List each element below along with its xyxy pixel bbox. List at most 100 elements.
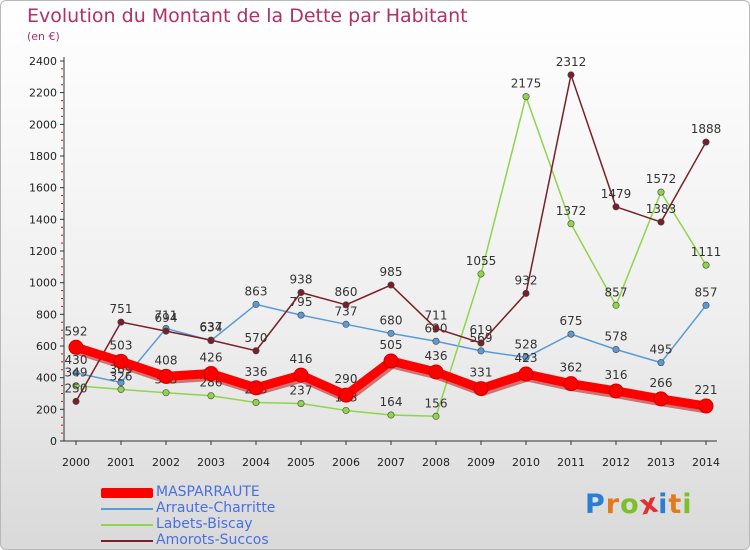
y-tick-label: 2000	[29, 118, 57, 131]
x-tick-label: 2012	[602, 456, 630, 469]
data-point	[522, 289, 530, 297]
data-label: 711	[155, 308, 178, 322]
chart-legend: MASPARRAUTE Arraute-Charritte Labets-Bisca…	[101, 485, 361, 549]
x-tick-label: 2001	[107, 456, 135, 469]
data-label: 528	[515, 337, 538, 351]
data-point	[342, 320, 350, 328]
data-point	[428, 364, 444, 380]
data-point	[657, 218, 665, 226]
data-label: 326	[110, 369, 133, 383]
data-point	[608, 383, 624, 399]
data-point	[293, 367, 309, 383]
x-tick-label: 2004	[242, 456, 270, 469]
data-label: 1383	[646, 202, 677, 216]
y-tick-label: 200	[36, 403, 57, 416]
data-label: 331	[470, 366, 493, 380]
data-point	[473, 381, 489, 397]
legend-item: MASPARRAUTE	[101, 485, 361, 501]
data-label: 505	[380, 338, 403, 352]
x-tick-label: 2002	[152, 456, 180, 469]
data-point	[207, 392, 215, 400]
data-label: 436	[425, 349, 448, 363]
legend-swatch	[101, 488, 153, 498]
data-point	[432, 337, 440, 345]
data-point	[383, 353, 399, 369]
data-point	[522, 353, 530, 361]
data-point	[567, 71, 575, 79]
x-tick-label: 2010	[512, 456, 540, 469]
data-label: 426	[200, 351, 223, 365]
data-label: 694	[155, 311, 178, 325]
data-point	[252, 399, 260, 407]
series-masparraute: 592 503 408 426 336 416 290 505 436 331 423 362 316 2…	[65, 324, 717, 414]
y-tick-label: 600	[36, 340, 57, 353]
x-tick-label: 2008	[422, 456, 450, 469]
data-point	[297, 311, 305, 319]
data-point	[432, 324, 440, 332]
legend-item: Arraute-Charritte	[101, 501, 361, 517]
data-label: 737	[335, 304, 358, 318]
data-point	[563, 376, 579, 392]
legend-label: Amorots-Succos	[156, 532, 269, 548]
data-label: 423	[515, 351, 538, 365]
data-label: 250	[65, 381, 88, 395]
x-tick-label: 2006	[332, 456, 360, 469]
series-arraute-charritte: 4303697116348637957376806305695286755784…	[65, 284, 717, 387]
y-tick-label: 1000	[29, 277, 57, 290]
data-label: 290	[335, 372, 358, 386]
data-point	[117, 318, 125, 326]
data-point	[567, 220, 575, 228]
data-label: 408	[155, 353, 178, 367]
data-label: 637	[200, 320, 223, 334]
data-point	[518, 366, 534, 382]
data-label: 675	[560, 314, 583, 328]
data-point	[387, 329, 395, 337]
data-point	[117, 379, 125, 387]
chart-subtitle: (en €)	[27, 30, 60, 43]
data-point	[702, 261, 710, 269]
data-point	[72, 397, 80, 405]
logo-letter: P	[585, 489, 606, 520]
data-point	[612, 203, 620, 211]
data-label: 266	[650, 376, 673, 390]
data-label: 857	[605, 285, 628, 299]
y-tick-label: 1600	[29, 182, 57, 195]
logo-letter: o	[620, 489, 640, 520]
data-point	[162, 327, 170, 335]
data-point	[207, 336, 215, 344]
data-point	[338, 387, 354, 403]
data-label: 680	[380, 313, 403, 327]
data-point	[72, 369, 80, 377]
x-tick-label: 2003	[197, 456, 225, 469]
x-tick-label: 2009	[467, 456, 495, 469]
legend-label: MASPARRAUTE	[156, 484, 260, 500]
data-point	[117, 385, 125, 393]
data-label: 634	[200, 321, 223, 335]
data-label: 316	[605, 368, 628, 382]
data-point	[477, 347, 485, 355]
data-label: 1372	[556, 204, 587, 218]
data-label: 336	[245, 365, 268, 379]
data-label: 932	[515, 273, 538, 287]
data-label: 495	[650, 343, 673, 357]
x-tick-label: 2007	[377, 456, 405, 469]
data-point	[113, 353, 129, 369]
x-tick-label: 2013	[647, 456, 675, 469]
data-point	[68, 339, 84, 355]
data-label: 1572	[646, 172, 677, 186]
logo-letter: i	[682, 489, 693, 520]
legend-swatch	[101, 540, 153, 542]
data-point	[612, 345, 620, 353]
data-label: 349	[65, 366, 88, 380]
data-point	[72, 382, 80, 390]
data-label: 2312	[556, 55, 587, 69]
legend-label: Labets-Biscay	[156, 516, 253, 532]
legend-swatch	[101, 508, 153, 510]
data-point	[387, 411, 395, 419]
logo-letter: r	[605, 489, 621, 520]
y-tick-label: 1800	[29, 150, 57, 163]
data-label: 795	[290, 295, 313, 309]
data-point	[203, 366, 219, 382]
data-label: 751	[110, 302, 133, 316]
data-point	[567, 330, 575, 338]
